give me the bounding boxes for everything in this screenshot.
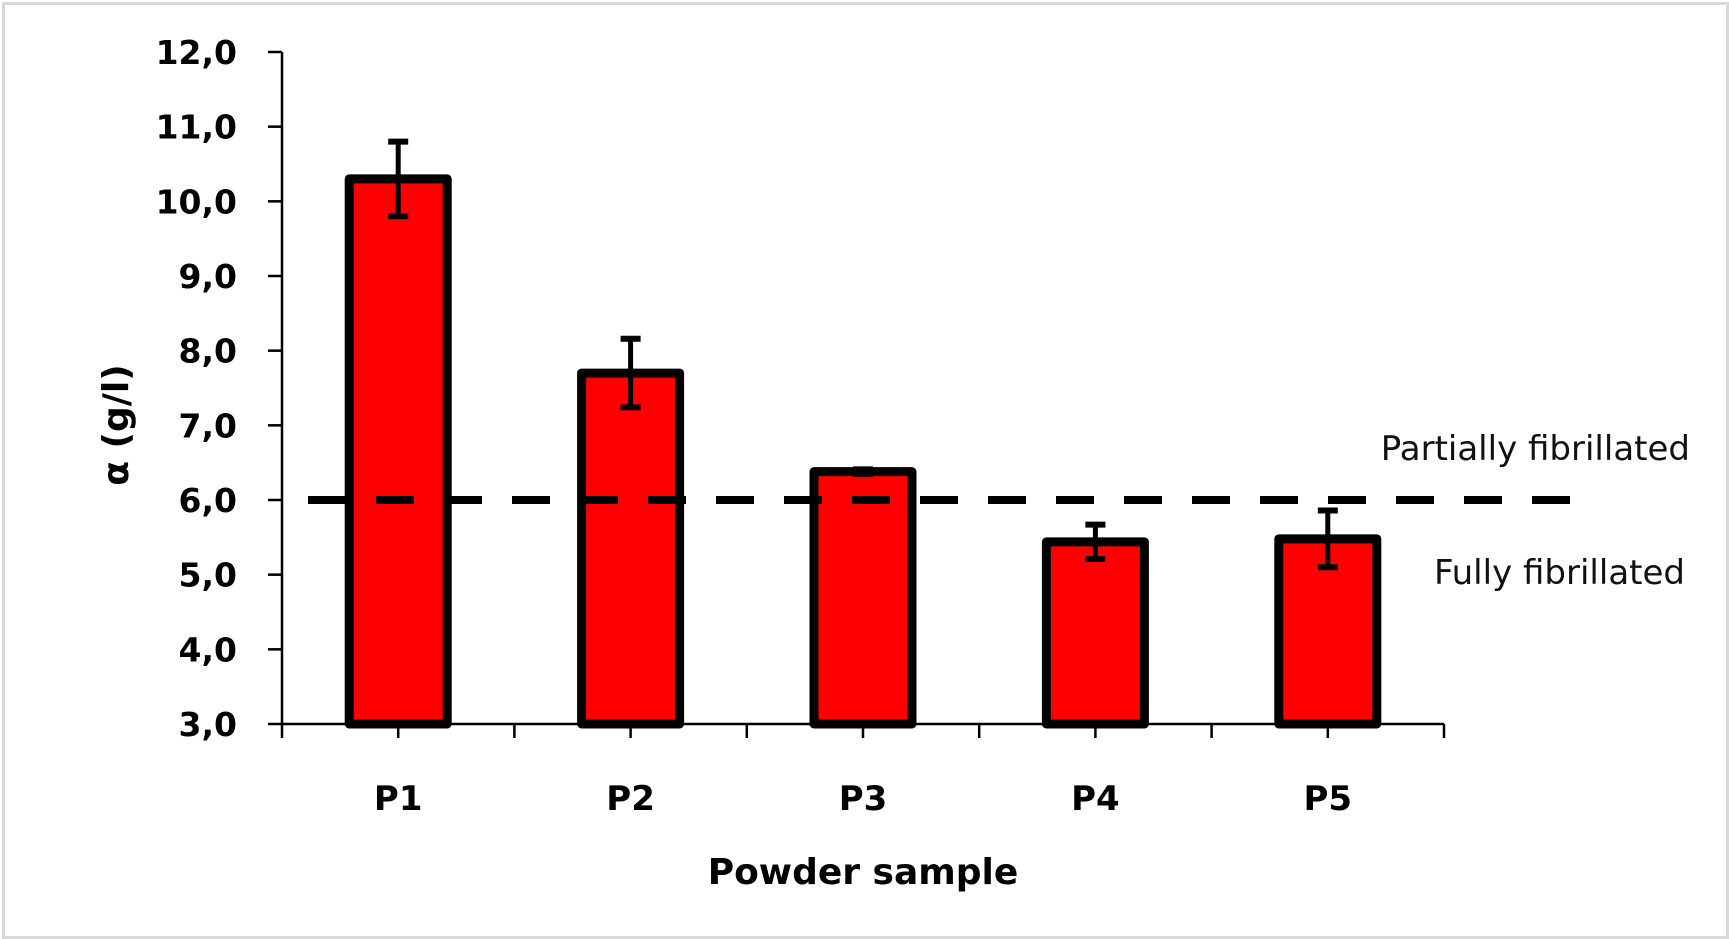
- x-tick-label-p4: P4: [1071, 779, 1120, 819]
- y-axis-title: α (g/l): [96, 364, 137, 485]
- x-tick-label-p2: P2: [606, 779, 655, 819]
- bars: [344, 138, 1382, 729]
- y-tick-label: 12,0: [156, 33, 237, 72]
- x-tick-label-p3: P3: [839, 779, 888, 819]
- y-tick-label: 8,0: [179, 332, 237, 371]
- x-axis: P1 P2 P3 P4 P5: [280, 722, 1446, 819]
- y-tick-label: 11,0: [156, 108, 237, 147]
- x-tick-label-p1: P1: [374, 779, 423, 819]
- bar-p3: [809, 467, 917, 729]
- x-tick-label-p5: P5: [1304, 779, 1353, 819]
- y-tick-label: 4,0: [179, 630, 237, 669]
- y-tick-label: 3,0: [179, 705, 237, 744]
- y-tick-label: 10,0: [156, 182, 237, 221]
- y-tick-label: 6,0: [179, 481, 237, 520]
- y-tick-label: 9,0: [179, 257, 237, 296]
- y-tick-label: 5,0: [179, 556, 237, 595]
- x-axis-title: Powder sample: [708, 852, 1019, 893]
- y-tick-label: 7,0: [179, 406, 237, 445]
- bar-p1: [344, 174, 452, 729]
- bar-p4: [1041, 537, 1149, 729]
- annotation-fully-fibrillated: Fully fibrillated: [1434, 553, 1685, 593]
- y-axis: 3,0 4,0 5,0 6,0 7,0 8,0 9,0 10,0 11,0 12,0: [156, 33, 284, 744]
- annotation-partially-fibrillated: Partially fibrillated: [1381, 429, 1690, 469]
- bar-p2: [577, 368, 685, 729]
